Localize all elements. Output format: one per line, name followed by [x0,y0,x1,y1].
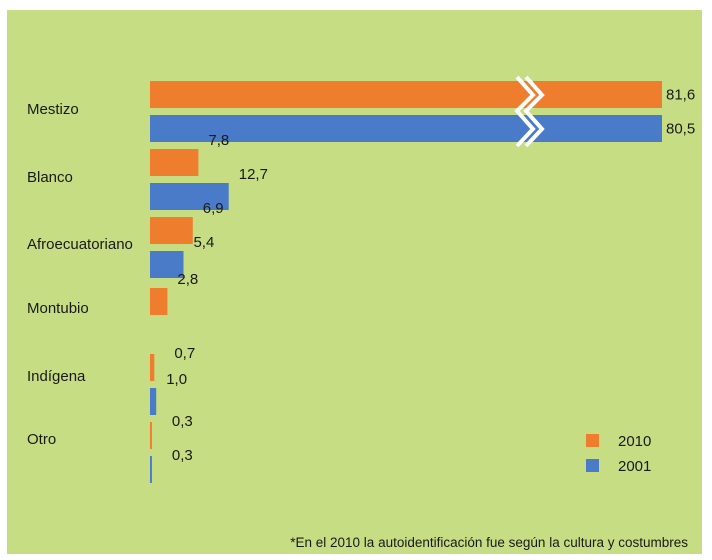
value-label: 0,3 [172,413,193,430]
bar-2001 [150,456,152,483]
legend-swatch-2001 [586,459,599,472]
value-label: 0,7 [174,345,195,362]
bar-2010 [150,81,662,108]
value-label: 81,6 [666,87,695,104]
break-mark-line [523,75,545,148]
bar-2001 [150,183,229,210]
legend: 2010 2001 [586,433,651,475]
category-label: Afroecuatoriano [27,236,133,253]
category-label: Otro [27,431,56,448]
bar-2010 [150,422,152,449]
legend-swatch-2010 [586,434,599,447]
value-label: 5,4 [193,234,214,251]
bar-chart: Mestizo Blanco Afroecuatoriano Montubio Indí… [7,10,702,554]
category-label: Blanco [27,169,73,186]
bar-2001 [150,115,662,142]
chart-panel: Mestizo Blanco Afroecuatoriano Montubio Indí… [7,10,702,554]
value-label: 6,9 [203,200,224,217]
value-label: 80,5 [666,121,695,138]
break-mark-line [514,75,536,148]
value-labels: 81,6 80,5 7,8 12,7 6,9 5,4 2,8 0,7 1,0 0,3 0,3 [166,87,695,465]
value-label: 1,0 [166,371,187,388]
bar-2010 [150,288,168,315]
footnote: *En el 2010 la autoidentificación fue se… [290,535,688,550]
value-label: 0,3 [172,447,193,464]
value-label: 2,8 [177,271,198,288]
category-label: Mestizo [27,101,79,118]
category-labels: Mestizo Blanco Afroecuatoriano Montubio Indí… [27,101,133,448]
axis-break-marks [514,75,545,148]
value-label: 7,8 [208,132,229,149]
bar-2010 [150,217,193,244]
category-label: Montubio [27,300,89,317]
legend-label: 2010 [618,433,651,450]
bar-2010 [150,354,155,381]
bar-2001 [150,251,184,278]
legend-label: 2001 [618,458,651,475]
category-label: Indígena [27,368,86,385]
value-label: 12,7 [239,166,268,183]
bar-2010 [150,149,199,176]
bar-2001 [150,388,157,415]
bars [150,81,662,483]
